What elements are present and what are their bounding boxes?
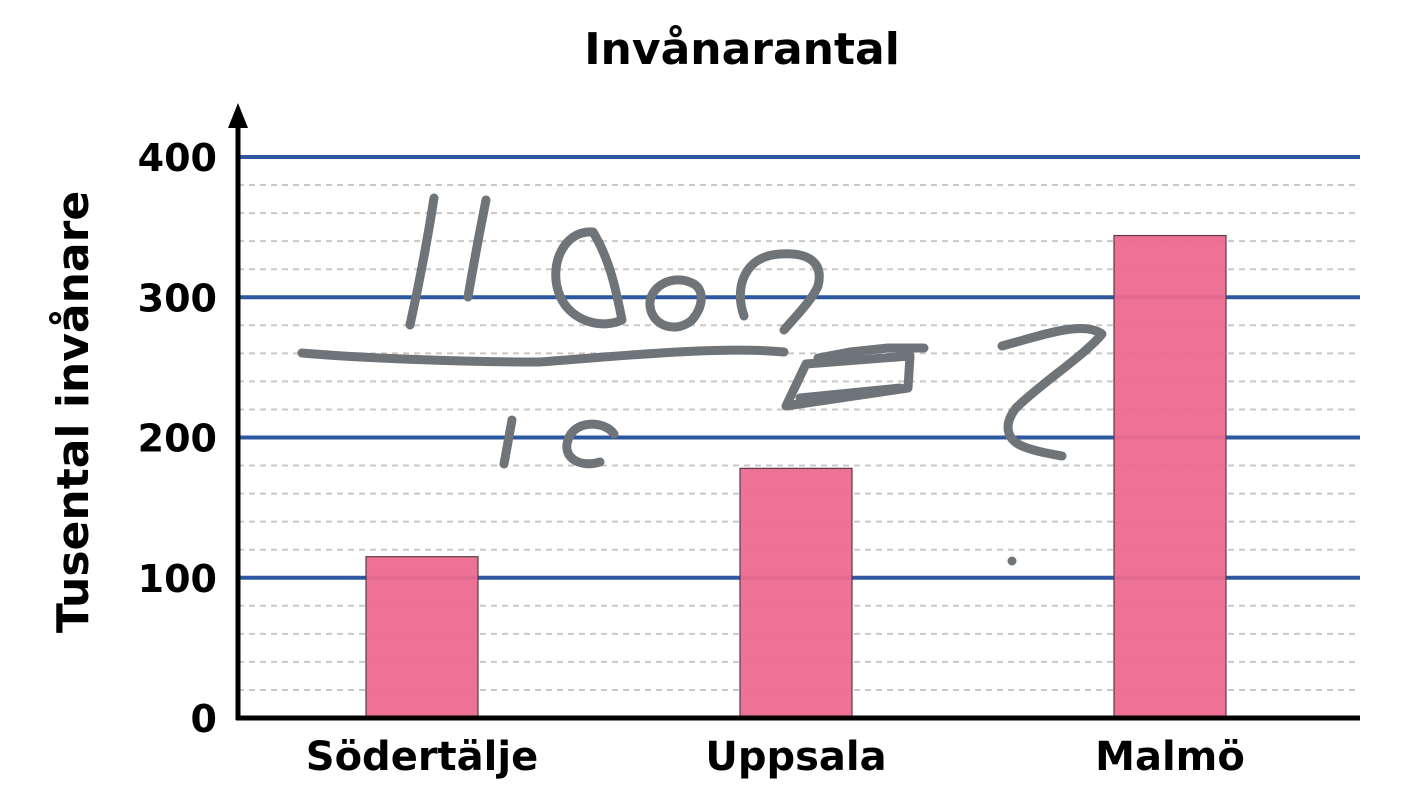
y-axis-arrowhead [228,103,248,128]
chart-title: Invånarantal [584,24,900,75]
y-axis-label: Tusental invånare [48,191,99,633]
axes [228,103,1360,721]
bar [739,467,853,719]
y-tick-label: 100 [138,557,217,601]
x-tick-label: Uppsala [705,734,886,780]
y-tick-label: 200 [138,417,217,461]
y-tick-label: 400 [138,136,217,180]
x-tick-label: Malmö [1095,734,1245,780]
y-tick-labels: 0 100 200 300 400 [138,136,217,741]
bar [365,556,479,719]
bars [365,234,1227,719]
x-tick-label: Södertälje [306,734,538,780]
handwritten-annotation [297,193,1107,566]
y-tick-label: 300 [138,276,217,320]
y-tick-label: 0 [191,697,217,741]
bar [1113,234,1227,719]
x-tick-labels: Södertälje Uppsala Malmö [306,734,1245,780]
